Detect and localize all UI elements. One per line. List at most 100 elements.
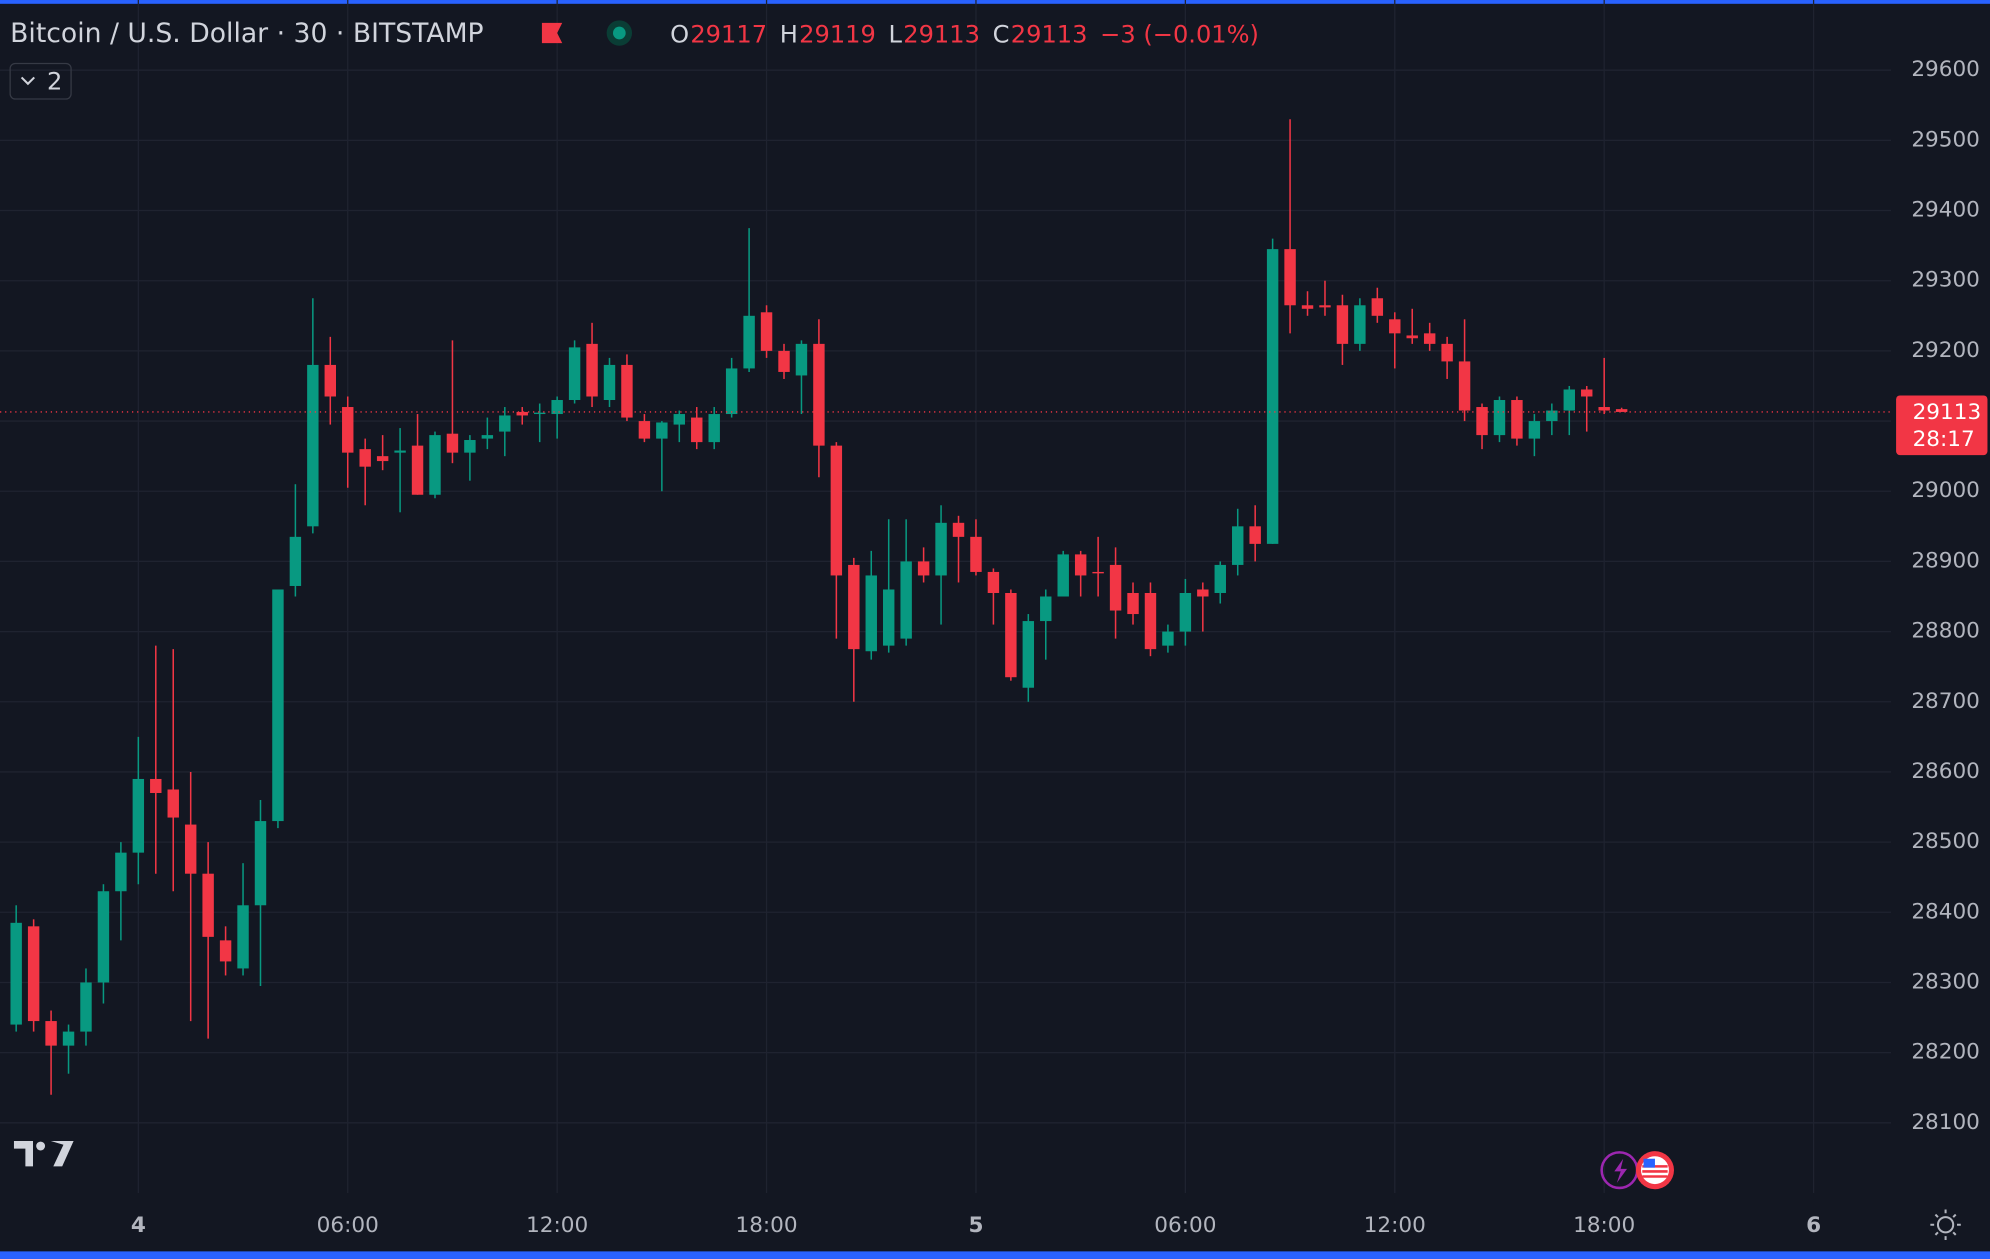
- candle-body: [499, 415, 511, 432]
- top-border: [0, 0, 1990, 4]
- y-tick-label: 28900: [1911, 548, 1980, 573]
- candle-body: [1249, 526, 1261, 544]
- symbol-title[interactable]: Bitcoin / U.S. Dollar · 30 · BITSTAMP: [10, 18, 483, 49]
- y-tick-label: 28800: [1911, 619, 1980, 644]
- flag-icon[interactable]: [541, 22, 563, 44]
- x-tick-label: 12:00: [1364, 1213, 1426, 1238]
- chevron: [20, 76, 35, 86]
- bolt: [1614, 1158, 1628, 1183]
- flag-canton: [1643, 1158, 1655, 1168]
- tv-logo: [13, 1140, 74, 1167]
- candle-body: [1022, 621, 1035, 688]
- y-tick-label: 28500: [1911, 829, 1980, 854]
- candle-body: [376, 456, 389, 462]
- ohlc-value: 29113: [1011, 21, 1088, 49]
- x-tick-label: 18:00: [1573, 1213, 1635, 1238]
- candle-body: [533, 412, 546, 415]
- candle-body: [1371, 298, 1384, 316]
- x-tick-label: 18:00: [735, 1213, 797, 1238]
- settings-icon[interactable]: [1930, 1209, 1961, 1240]
- y-tick-label: 28700: [1911, 689, 1980, 714]
- candle-body: [813, 343, 825, 446]
- ohlc-label: H: [780, 21, 798, 49]
- candle-body: [1197, 589, 1209, 597]
- candle-body: [1563, 389, 1575, 411]
- candle-body: [708, 414, 720, 443]
- x-tick-label: 4: [131, 1213, 146, 1238]
- candle-body: [446, 433, 459, 453]
- candle-body: [743, 315, 755, 369]
- candle-body: [1441, 343, 1453, 362]
- candle-body: [778, 350, 790, 372]
- candle-body: [1232, 526, 1244, 565]
- candle-body: [917, 561, 930, 576]
- candle-body: [254, 821, 267, 906]
- y-tick-label: 29000: [1911, 478, 1980, 503]
- candle-body: [725, 368, 738, 415]
- candle-body: [882, 589, 895, 646]
- y-tick-label: 28100: [1911, 1110, 1980, 1135]
- candle-body: [1266, 249, 1279, 544]
- indicator-count[interactable]: 2: [47, 68, 62, 96]
- status-dot: [612, 26, 626, 40]
- candle-body: [184, 824, 197, 874]
- candle-body: [1476, 407, 1488, 436]
- candle-body: [45, 1021, 57, 1046]
- candle-body: [1598, 407, 1610, 411]
- candle-body: [638, 421, 651, 439]
- indicator-toggle[interactable]: [9, 62, 72, 100]
- candle-body: [795, 343, 808, 376]
- candle-body: [1511, 400, 1523, 439]
- y-tick-label: 29600: [1911, 57, 1980, 82]
- candle-body: [429, 435, 441, 495]
- candle-body: [1336, 305, 1349, 344]
- candle-body: [970, 536, 982, 572]
- candle-body: [324, 364, 337, 397]
- candle-body: [394, 450, 406, 453]
- ohlc-label: O: [670, 21, 689, 49]
- candle-body: [1319, 305, 1331, 308]
- ohlc-label: C: [993, 21, 1010, 49]
- candle-body: [1458, 361, 1471, 411]
- candle-body: [150, 778, 162, 793]
- y-tick-label: 28300: [1911, 969, 1980, 994]
- candle-body: [516, 411, 528, 416]
- candle-body: [27, 926, 40, 1022]
- y-tick-label: 29300: [1911, 268, 1980, 293]
- candle-body: [1144, 592, 1157, 650]
- candle-body: [830, 445, 843, 576]
- candle-body: [760, 312, 773, 351]
- y-tick-label: 28600: [1911, 759, 1980, 784]
- y-tick-label: 28400: [1911, 899, 1980, 924]
- bottom-border: [0, 1251, 1990, 1259]
- candle-body: [202, 873, 214, 937]
- plot: [0, 119, 1892, 1095]
- candle-body: [673, 414, 686, 425]
- candle-body: [691, 417, 703, 443]
- candle-body: [1301, 305, 1314, 309]
- ohlc-label: L: [889, 21, 903, 49]
- candle-body: [1005, 592, 1017, 678]
- candle-body: [568, 347, 581, 401]
- y-tick-label: 29500: [1911, 127, 1980, 152]
- x-tick-label: 06:00: [1154, 1213, 1216, 1238]
- candle-body: [865, 575, 877, 652]
- x-tick-label: 6: [1806, 1213, 1821, 1238]
- candle-body: [10, 922, 22, 1025]
- candle-body: [464, 440, 476, 453]
- candle-body: [80, 982, 92, 1032]
- ohlc-value: 29113: [903, 21, 980, 49]
- candle-body: [132, 778, 145, 853]
- candle-body: [952, 522, 965, 537]
- candle-body: [1389, 319, 1401, 334]
- candle-body: [1615, 409, 1628, 412]
- last-price-label: 29113: [1913, 400, 1982, 425]
- ohlc-value: 29117: [690, 21, 767, 49]
- candle-body: [656, 422, 668, 439]
- candle-body: [62, 1031, 75, 1046]
- axes: 28100 28200 28300 28400 28500 28600 28700 28800…: [131, 57, 1988, 1238]
- candle-body: [1109, 564, 1122, 611]
- candle-body: [1493, 400, 1506, 436]
